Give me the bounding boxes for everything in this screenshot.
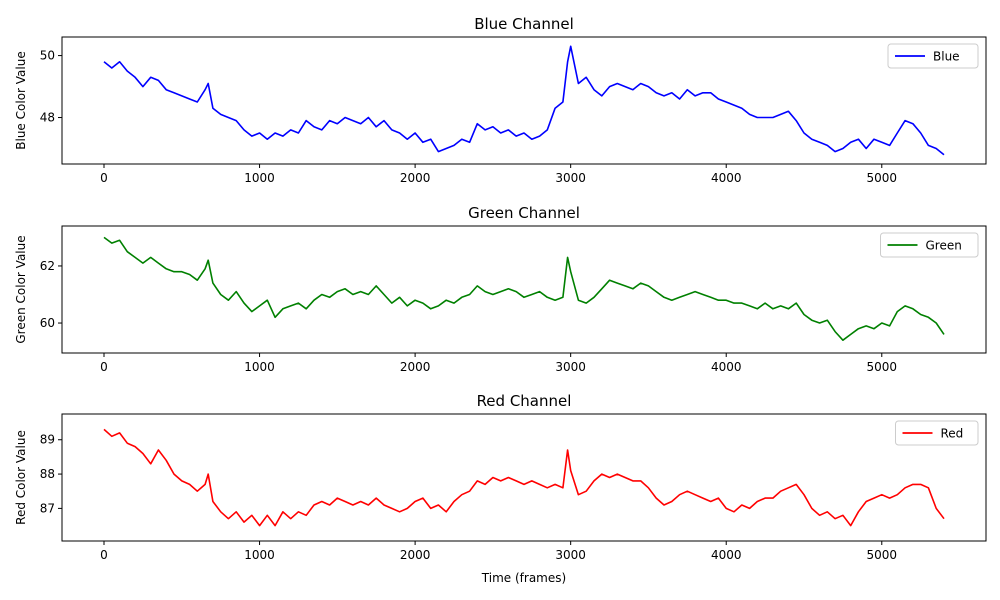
x-tick-label: 1000 — [244, 171, 275, 185]
blue-y-axis-label: Blue Color Value — [14, 51, 28, 149]
y-tick-label: 89 — [40, 433, 55, 447]
red-y-axis-label: Red Color Value — [14, 430, 28, 525]
x-tick-label: 2000 — [400, 360, 431, 374]
x-tick-label: 3000 — [555, 171, 586, 185]
green-legend: Green — [880, 232, 979, 258]
blue-legend: Blue — [887, 43, 979, 69]
y-tick-label: 62 — [40, 259, 55, 273]
y-tick-label: 87 — [40, 501, 55, 515]
blue-series-line — [103, 45, 945, 156]
y-tick-label: 48 — [40, 111, 55, 125]
red-series-line — [103, 428, 945, 527]
blue-channel-panel: Blue Channel 0 1000 2000 3000 4000 5000 48 50 Blu… — [14, 15, 987, 185]
x-tick-label: 5000 — [867, 360, 898, 374]
green-channel-panel: Green Channel 0 1000 2000 3000 4000 5000 60 62 Gr… — [14, 204, 987, 374]
y-tick-label: 50 — [40, 49, 55, 63]
x-tick-label: 1000 — [244, 360, 275, 374]
x-tick-label: 5000 — [867, 548, 898, 562]
x-tick-label: 2000 — [400, 171, 431, 185]
green-y-axis-label: Green Color Value — [14, 235, 28, 343]
x-axis-label: Time (frames) — [481, 571, 566, 585]
red-plot-frame — [61, 413, 987, 542]
green-plot-frame — [61, 225, 987, 354]
x-tick-label: 4000 — [711, 548, 742, 562]
legend-box — [895, 420, 979, 446]
legend-box — [880, 232, 979, 258]
red-legend: Red — [895, 420, 979, 446]
red-chart-title: Red Channel — [477, 392, 572, 410]
legend-label: Red — [941, 427, 964, 441]
blue-chart-title: Blue Channel — [474, 15, 574, 33]
y-tick-label: 88 — [40, 467, 55, 481]
x-tick-label: 3000 — [555, 360, 586, 374]
y-tick-label: 60 — [40, 316, 55, 330]
legend-box — [887, 43, 979, 69]
x-tick-label: 0 — [100, 548, 108, 562]
blue-plot-frame — [61, 36, 987, 165]
legend-label: Green — [926, 239, 962, 253]
green-series-line — [103, 236, 945, 342]
x-tick-label: 2000 — [400, 548, 431, 562]
x-tick-label: 4000 — [711, 171, 742, 185]
x-tick-label: 1000 — [244, 548, 275, 562]
x-tick-label: 0 — [100, 360, 108, 374]
legend-label: Blue — [933, 50, 960, 64]
x-tick-label: 3000 — [555, 548, 586, 562]
green-chart-title: Green Channel — [468, 204, 580, 222]
x-tick-label: 5000 — [867, 171, 898, 185]
red-channel-panel: Red Channel 0 1000 2000 3000 4000 5000 87 88 89 Re… — [14, 392, 987, 585]
x-tick-label: 4000 — [711, 360, 742, 374]
x-tick-label: 0 — [100, 171, 108, 185]
